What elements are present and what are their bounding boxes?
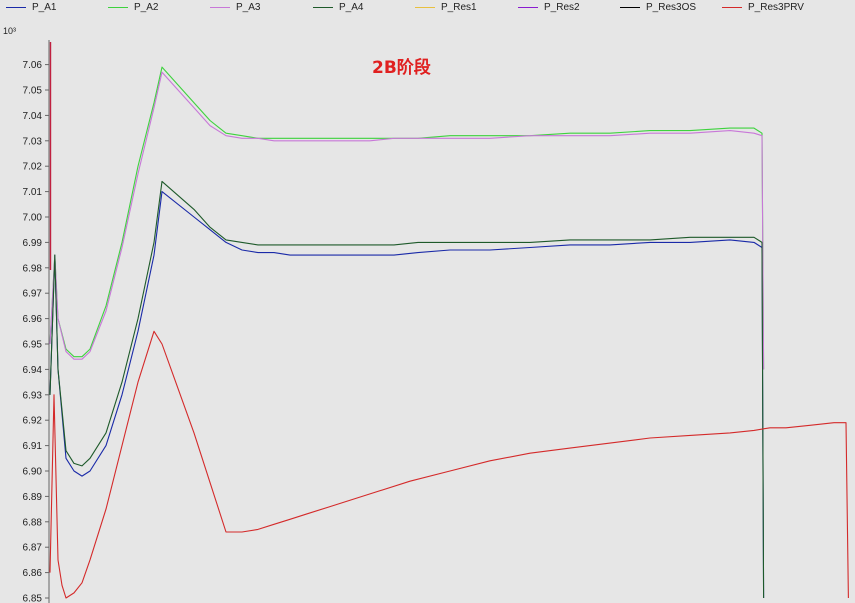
y-tick-label: 6.87 xyxy=(23,543,43,554)
legend-swatch xyxy=(415,6,435,8)
series-line-p-a1 xyxy=(49,191,765,599)
y-tick-label: 7.05 xyxy=(23,86,43,97)
y-tick-label: 6.97 xyxy=(23,289,43,300)
legend-label: P_Res3PRV xyxy=(748,1,804,13)
chart-legend: P_A1 P_A2 P_A3 P_A4 P_Res1 P_Res2 P_Res3OS P_Re… xyxy=(0,0,855,14)
legend-item-p-a1: P_A1 xyxy=(6,0,56,14)
series-line-p-a2 xyxy=(49,66,765,370)
y-tick-label: 7.02 xyxy=(23,162,43,173)
y-tick-label: 6.93 xyxy=(23,390,43,401)
legend-swatch xyxy=(518,6,538,8)
legend-item-p-a3: P_A3 xyxy=(210,0,260,14)
y-axis-ticks: 6.85 6.86 6.87 6.88 6.89 6.90 6.91 6.92 6.93 6.94… xyxy=(23,60,49,603)
y-tick-label: 6.88 xyxy=(23,517,43,528)
legend-swatch xyxy=(313,6,333,8)
legend-label: P_A1 xyxy=(32,1,57,13)
legend-label: P_Res3OS xyxy=(646,1,697,13)
chart-annotation: 2B阶段 xyxy=(372,57,431,78)
legend-label: P_A4 xyxy=(339,1,364,13)
legend-label: P_A3 xyxy=(236,1,261,13)
y-tick-label: 7.00 xyxy=(23,213,43,224)
y-tick-label: 7.03 xyxy=(23,136,43,147)
y-tick-label: 6.99 xyxy=(23,238,43,249)
y-tick-label: 7.01 xyxy=(23,187,43,198)
legend-label: P_A2 xyxy=(134,1,159,13)
y-tick-label: 6.85 xyxy=(23,594,43,603)
legend-label: P_Res2 xyxy=(544,1,580,13)
legend-item-p-res1: P_Res1 xyxy=(415,0,477,14)
series-layer xyxy=(49,42,849,599)
series-line-p-res3prv xyxy=(49,330,849,599)
y-axis-exponent-label: 10³ xyxy=(3,26,16,36)
legend-item-p-a4: P_A4 xyxy=(313,0,363,14)
legend-swatch xyxy=(6,6,26,8)
y-tick-label: 6.98 xyxy=(23,263,43,274)
series-line-p-a4 xyxy=(49,180,765,599)
legend-item-p-a2: P_A2 xyxy=(108,0,158,14)
legend-swatch xyxy=(722,6,742,8)
legend-swatch xyxy=(108,6,128,8)
y-tick-label: 6.86 xyxy=(23,568,43,579)
y-tick-label: 6.90 xyxy=(23,467,43,478)
series-line-p-a3 xyxy=(49,71,765,370)
legend-label: P_Res1 xyxy=(441,1,477,13)
y-tick-label: 6.96 xyxy=(23,314,43,325)
y-tick-label: 7.04 xyxy=(23,111,43,122)
legend-item-p-res3os: P_Res3OS xyxy=(620,0,696,14)
y-tick-label: 6.91 xyxy=(23,441,43,452)
y-tick-label: 7.06 xyxy=(23,60,43,71)
legend-swatch xyxy=(620,6,640,8)
legend-item-p-res3prv: P_Res3PRV xyxy=(722,0,804,14)
y-tick-label: 6.92 xyxy=(23,416,43,427)
y-tick-label: 6.89 xyxy=(23,492,43,503)
y-tick-label: 6.94 xyxy=(23,365,43,376)
legend-item-p-res2: P_Res2 xyxy=(518,0,580,14)
y-tick-label: 6.95 xyxy=(23,340,43,351)
legend-swatch xyxy=(210,6,230,8)
